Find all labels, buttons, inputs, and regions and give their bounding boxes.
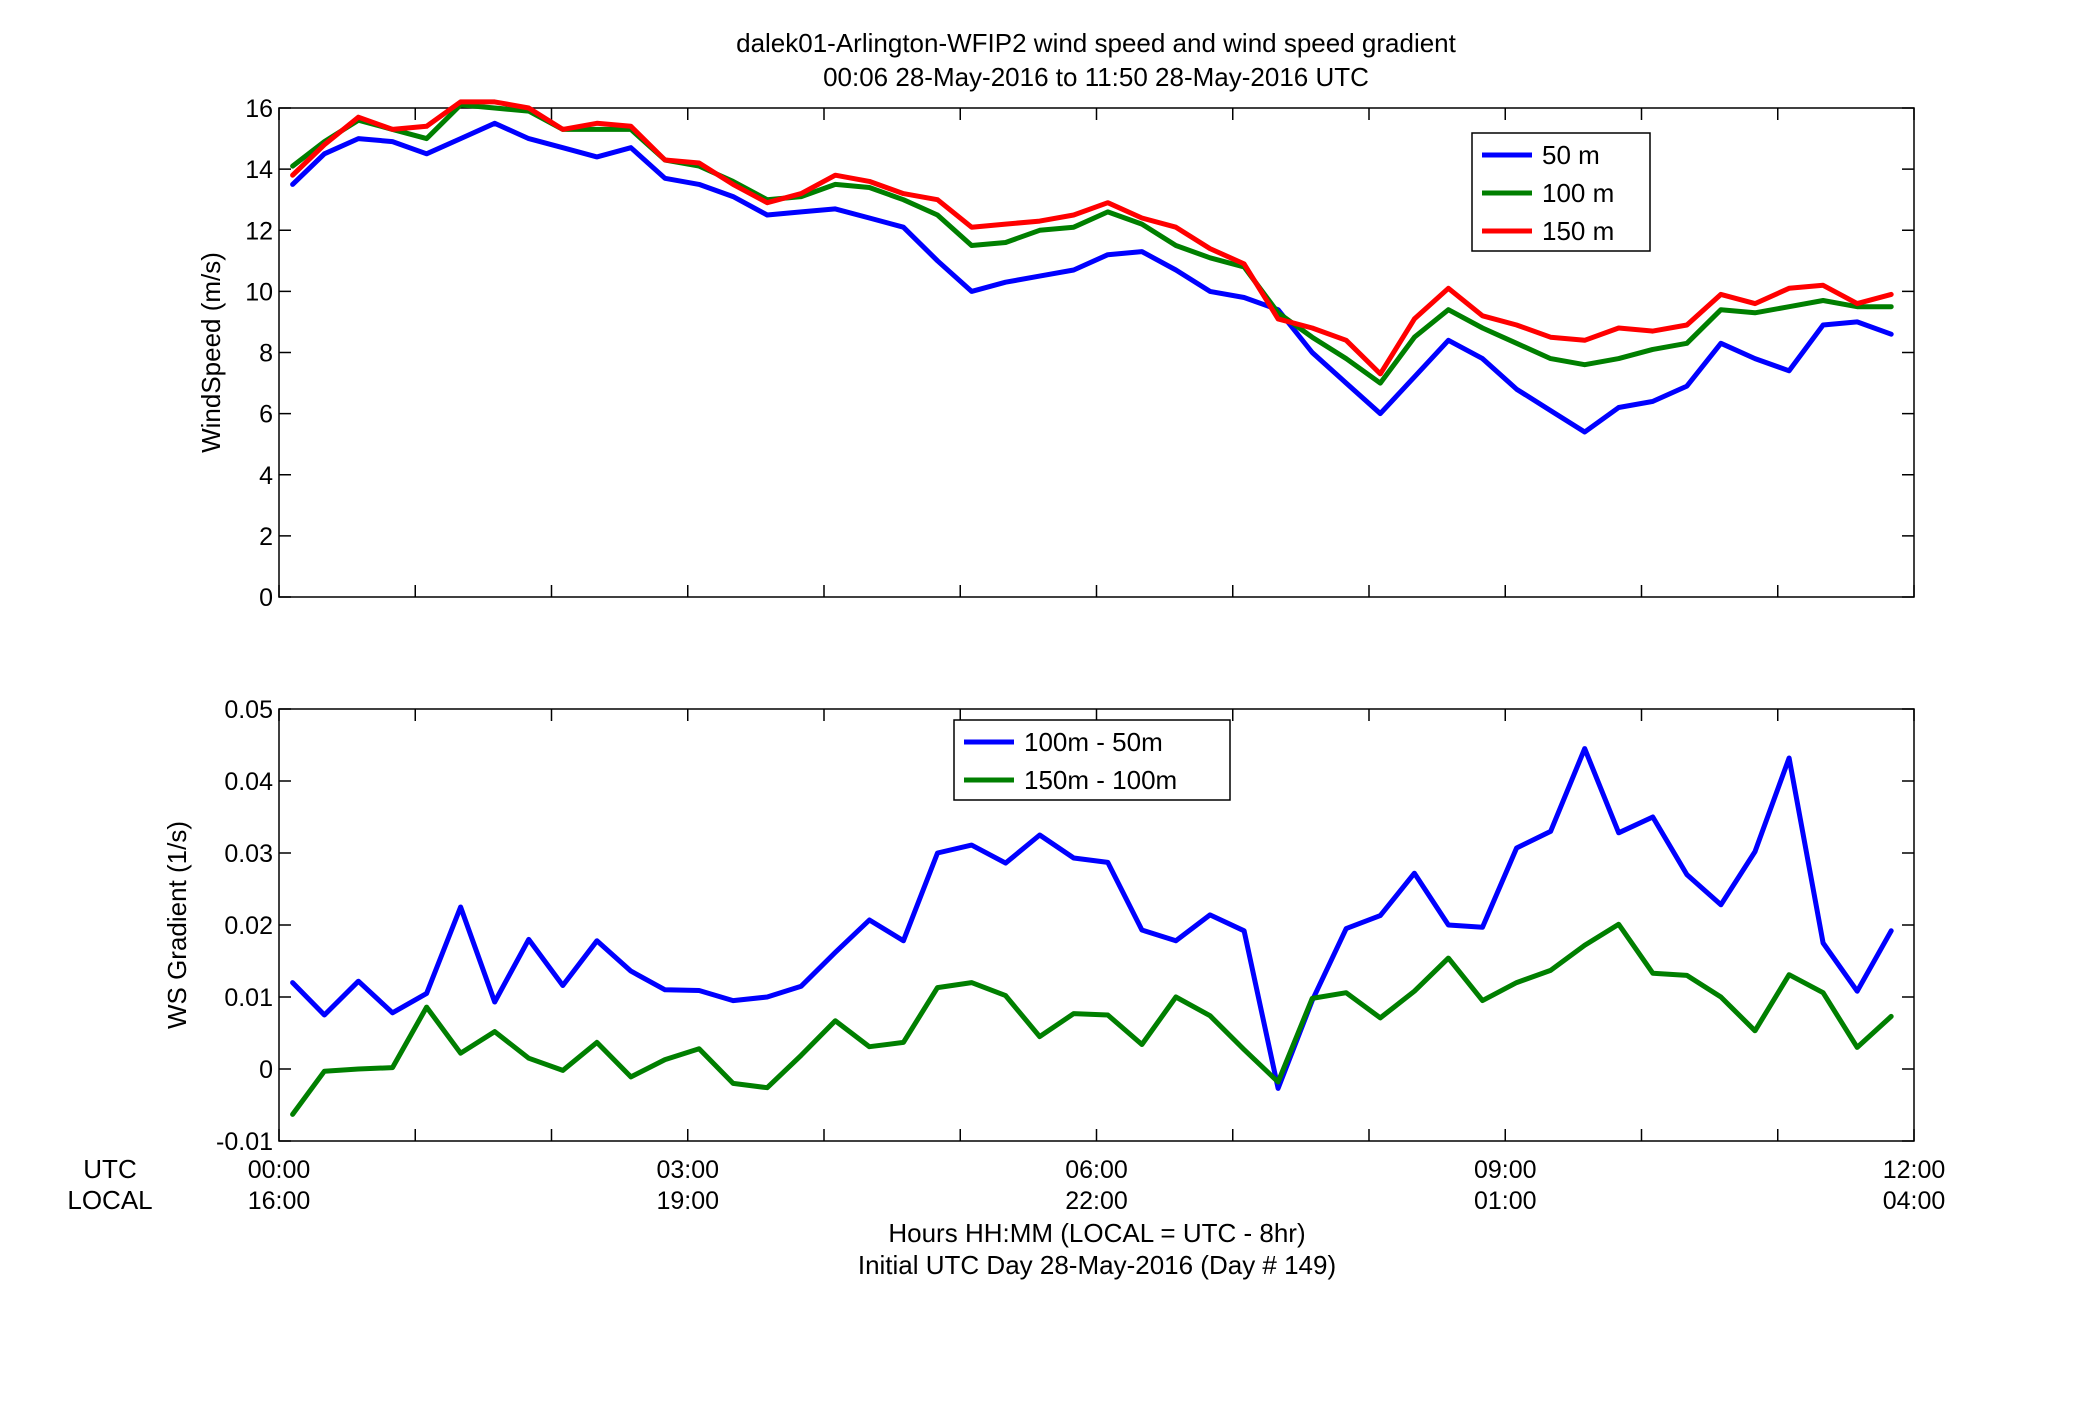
y-tick-label: 6 bbox=[259, 401, 273, 429]
y-tick-label: 0.01 bbox=[224, 984, 273, 1012]
y-tick-label: 0.03 bbox=[224, 840, 273, 868]
x-axis-sublabel: Initial UTC Day 28-May-2016 (Day # 149) bbox=[858, 1250, 1336, 1280]
y-tick-label: 0.04 bbox=[224, 768, 273, 796]
legend-label-2: 150m - 100m bbox=[1024, 765, 1177, 795]
y-axis-label: WS Gradient (1/s) bbox=[162, 821, 192, 1029]
legend-label-2: 100 m bbox=[1542, 178, 1614, 208]
y-tick-label: 10 bbox=[245, 278, 273, 306]
series-line-1 bbox=[290, 746, 1894, 1091]
x-tick-label-local: 22:00 bbox=[1065, 1187, 1128, 1215]
plot-frame bbox=[278, 107, 1915, 598]
y-tick-label: 14 bbox=[245, 156, 273, 184]
y-axis-label: WindSpeed (m/s) bbox=[196, 252, 226, 453]
x-tick-label-local: 19:00 bbox=[656, 1187, 719, 1215]
legend: 50 m 100 m 150 m bbox=[1471, 132, 1651, 252]
x-tick-label-local: 04:00 bbox=[1883, 1187, 1946, 1215]
x-tick-label-utc: 12:00 bbox=[1883, 1156, 1946, 1184]
y-tick-label: 0.02 bbox=[224, 912, 273, 940]
gradient-plot: -0.01 0 0.01 0.02 0.03 0.04 0.05 WS Gradient (1… bbox=[162, 696, 1945, 1215]
y-tick-label: 16 bbox=[245, 95, 273, 123]
x-tick-label-utc: 03:00 bbox=[656, 1156, 719, 1184]
x-axis-label: Hours HH:MM (LOCAL = UTC - 8hr) bbox=[888, 1218, 1305, 1248]
series-line-1 bbox=[290, 120, 1894, 435]
legend: 100m - 50m 150m - 100m bbox=[953, 719, 1231, 801]
x-tick-label-local: 01:00 bbox=[1474, 1187, 1537, 1215]
legend-label-3: 150 m bbox=[1542, 216, 1614, 246]
y-tick-label: -0.01 bbox=[216, 1128, 273, 1156]
x-tick-label-utc: 00:00 bbox=[248, 1156, 311, 1184]
utc-row-label: UTC bbox=[83, 1154, 136, 1184]
windspeed-plot: 0 2 4 6 8 10 12 14 16 WindSpeed (m/s) 50 m 100 m 150… bbox=[196, 95, 1915, 612]
local-row-label: LOCAL bbox=[67, 1185, 152, 1215]
y-tick-label: 0 bbox=[259, 1056, 273, 1084]
series-line-2 bbox=[290, 921, 1894, 1117]
series-line-3 bbox=[290, 99, 1894, 377]
y-tick-label: 8 bbox=[259, 340, 273, 368]
x-tick-label-local: 16:00 bbox=[248, 1187, 311, 1215]
y-tick-label: 12 bbox=[245, 217, 273, 245]
legend-box bbox=[953, 719, 1231, 801]
x-tick-label-utc: 09:00 bbox=[1474, 1156, 1537, 1184]
x-tick-label-utc: 06:00 bbox=[1065, 1156, 1128, 1184]
y-tick-label: 4 bbox=[259, 462, 273, 490]
y-tick-label: 2 bbox=[259, 523, 273, 551]
chart-subtitle: 00:06 28-May-2016 to 11:50 28-May-2016 U… bbox=[823, 62, 1369, 92]
y-tick-label: 0 bbox=[259, 584, 273, 612]
legend-label-1: 100m - 50m bbox=[1024, 727, 1163, 757]
legend-label-1: 50 m bbox=[1542, 140, 1600, 170]
chart-title: dalek01-Arlington-WFIP2 wind speed and w… bbox=[736, 28, 1457, 58]
y-tick-label: 0.05 bbox=[224, 696, 273, 724]
